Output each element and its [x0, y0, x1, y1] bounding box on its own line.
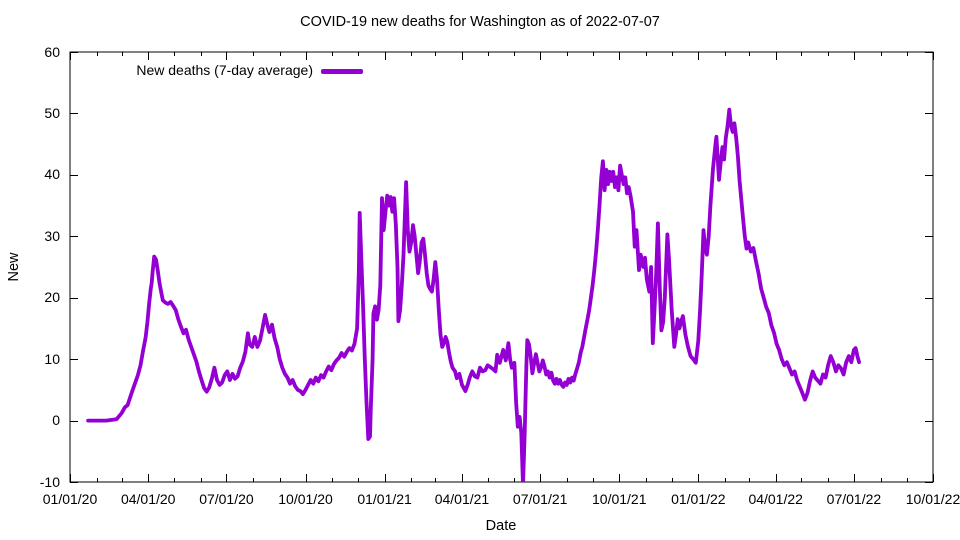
x-tick-label: 10/01/22	[905, 491, 960, 507]
y-tick-label: 60	[44, 43, 60, 60]
x-tick-label: 01/01/22	[671, 491, 726, 507]
y-tick-label: 10	[44, 350, 60, 367]
x-tick-label: 04/01/22	[748, 491, 803, 507]
y-tick-label: 50	[44, 104, 60, 121]
x-tick-label: 07/01/21	[512, 491, 568, 507]
y-tick-label: 0	[52, 412, 60, 429]
x-tick-label: 10/01/21	[592, 491, 647, 507]
y-tick-label: 30	[44, 227, 60, 244]
x-tick-label: 04/01/21	[434, 491, 490, 507]
x-tick-label: 01/01/21	[357, 491, 412, 507]
x-tick-label: 07/01/20	[199, 491, 254, 507]
y-tick-label: 40	[44, 166, 60, 183]
legend-label: New deaths (7-day average)	[136, 62, 313, 78]
deaths-line-series	[86, 107, 861, 482]
y-tick-label: 20	[44, 289, 60, 306]
legend-line-sample	[321, 69, 363, 74]
x-tick-label: 04/01/20	[120, 491, 176, 507]
plot-border	[69, 51, 934, 483]
y-axis-label: New	[6, 252, 22, 282]
chart-title: COVID-19 new deaths for Washington as of…	[300, 14, 660, 30]
x-tick-label: 07/01/22	[826, 491, 882, 507]
x-axis-label: Date	[485, 518, 517, 534]
x-tick-label: 10/01/20	[278, 491, 333, 507]
y-tick-label: -10	[39, 473, 60, 490]
x-tick-label: 01/01/20	[42, 491, 98, 507]
axis-ticks	[70, 52, 934, 483]
